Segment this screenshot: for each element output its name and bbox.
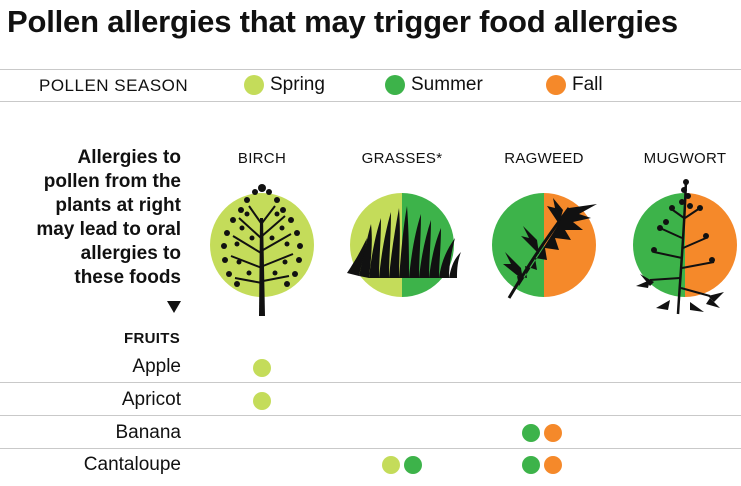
row-divider [0, 448, 741, 449]
legend-fall-label: Fall [572, 74, 603, 95]
legend-spring-label: Spring [270, 74, 325, 95]
intro-line: may lead to oral [36, 219, 181, 240]
divider [0, 69, 741, 70]
legend-summer-label: Summer [411, 74, 483, 95]
spring-dot [244, 75, 264, 95]
row-divider [0, 382, 741, 383]
food-label: Cantaloupe [83, 454, 181, 475]
intro-line: plants at right [55, 195, 181, 216]
legend-label: POLLEN SEASON [39, 76, 189, 95]
spring-dot [253, 359, 271, 377]
plant-label-mugwort: MUGWORT [643, 150, 727, 167]
summer-dot [522, 456, 540, 474]
plant-label-ragweed: RAGWEED [504, 150, 584, 167]
spring-dot [382, 456, 400, 474]
summer-dot [385, 75, 405, 95]
ragweed-icon [492, 193, 597, 299]
plant-label-grasses: GRASSES* [361, 150, 443, 167]
summer-dot [522, 424, 540, 442]
summer-dot [404, 456, 422, 474]
grass-icon [347, 193, 461, 297]
intro-line: these foods [74, 267, 181, 288]
intro-line: pollen from the [43, 171, 181, 192]
fall-dot [546, 75, 566, 95]
mugwort-icon [633, 179, 737, 315]
legend-item-summer: Summer [385, 72, 483, 98]
fall-dot [544, 424, 562, 442]
page-title: Pollen allergies that may trigger food a… [7, 4, 678, 39]
plant-label-birch: BIRCH [237, 150, 287, 167]
fruits-heading: FRUITS [124, 330, 180, 347]
intro-line: allergies to [80, 243, 181, 264]
down-arrow-icon [167, 301, 181, 313]
intro-text: Allergies to pollen from the plants at r… [0, 146, 181, 290]
birch-tree-icon [210, 184, 314, 316]
fall-dot [544, 456, 562, 474]
legend-item-spring: Spring [244, 72, 325, 98]
food-label: Apple [132, 356, 181, 377]
divider [0, 101, 741, 102]
food-label: Banana [115, 422, 181, 443]
food-label: Apricot [121, 389, 181, 410]
legend-item-fall: Fall [546, 72, 603, 98]
intro-line: Allergies to [77, 147, 181, 168]
row-divider [0, 415, 741, 416]
spring-dot [253, 392, 271, 410]
